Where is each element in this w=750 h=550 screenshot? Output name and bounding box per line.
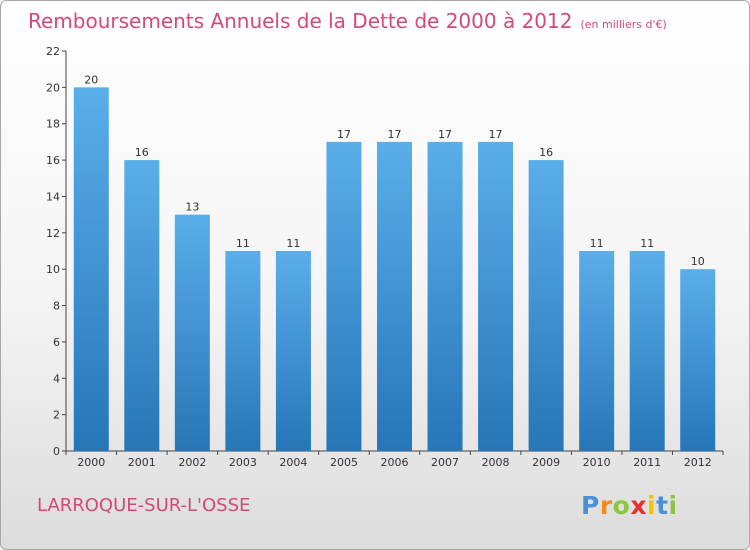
data-label-2011: 11 [640, 237, 654, 250]
bar-2007 [427, 141, 463, 451]
data-label-2000: 20 [84, 73, 98, 86]
chart-unit-note: (en milliers d'€) [580, 18, 667, 31]
x-tick-label-2003: 2003 [229, 456, 257, 469]
x-tick-label-2002: 2002 [178, 456, 206, 469]
y-tick-label: 0 [53, 445, 60, 458]
labels: 2000 20 2001 16 2002 13 2003 11 2004 11 2005 17 2006… [77, 73, 711, 469]
x-tick-label-2004: 2004 [279, 456, 307, 469]
y-tick-label: 8 [53, 300, 60, 313]
x-tick-label-2006: 2006 [381, 456, 409, 469]
chart-title: Remboursements Annuels de la Dette de 20… [28, 9, 667, 33]
y-tick-label: 12 [46, 227, 60, 240]
y-tick-label: 14 [46, 190, 60, 203]
y-tick-label: 2 [53, 409, 60, 422]
x-tick-label-2011: 2011 [633, 456, 661, 469]
logo-letter: o [612, 491, 631, 520]
bar-2001 [124, 160, 160, 451]
x-tick-label-2010: 2010 [583, 456, 611, 469]
data-label-2005: 17 [337, 128, 351, 141]
x-tick-label-2000: 2000 [77, 456, 105, 469]
bar-2011 [629, 251, 665, 451]
bar-2010 [579, 251, 615, 451]
y-tick-label: 20 [46, 81, 60, 94]
bar-2003 [225, 251, 261, 451]
x-tick-label-2007: 2007 [431, 456, 459, 469]
data-label-2008: 17 [489, 128, 503, 141]
logo-letter: x [630, 491, 647, 520]
bars [73, 87, 716, 451]
x-tick-label-2001: 2001 [128, 456, 156, 469]
bar-2005 [326, 141, 362, 451]
bar-2002 [174, 214, 210, 451]
logo-letter: i [647, 491, 657, 520]
data-label-2012: 10 [691, 255, 705, 268]
data-label-2010: 11 [590, 237, 604, 250]
data-label-2003: 11 [236, 237, 250, 250]
proxiti-logo: Proxiti [581, 491, 678, 520]
x-tick-label-2008: 2008 [482, 456, 510, 469]
bar-2008 [478, 141, 514, 451]
logo-letter: t [656, 491, 669, 520]
y-tick-label: 10 [46, 263, 60, 276]
data-label-2004: 11 [286, 237, 300, 250]
x-tick-label-2009: 2009 [532, 456, 560, 469]
logo-letter: i [668, 491, 678, 520]
y-tick-label: 22 [46, 45, 60, 58]
y-tick-label: 6 [53, 336, 60, 349]
x-tick-label-2012: 2012 [684, 456, 712, 469]
data-label-2002: 13 [185, 201, 199, 214]
data-label-2009: 16 [539, 146, 553, 159]
bar-2000 [73, 87, 109, 451]
y-tick-label: 16 [46, 154, 60, 167]
commune-name: LARROQUE-SUR-L'OSSE [37, 495, 251, 516]
bar-2006 [377, 141, 412, 451]
bar-2009 [528, 160, 564, 451]
chart-title-text: Remboursements Annuels de la Dette de 20… [28, 9, 573, 33]
logo-letter: P [581, 491, 600, 520]
y-tick-label: 4 [53, 372, 60, 385]
x-tick-label-2005: 2005 [330, 456, 358, 469]
data-label-2001: 16 [135, 146, 149, 159]
data-label-2007: 17 [438, 128, 452, 141]
y-tick-label: 18 [46, 118, 60, 131]
bar-2012 [680, 269, 716, 451]
logo-letter: r [599, 491, 613, 520]
data-label-2006: 17 [388, 128, 402, 141]
bar-2004 [275, 251, 311, 451]
